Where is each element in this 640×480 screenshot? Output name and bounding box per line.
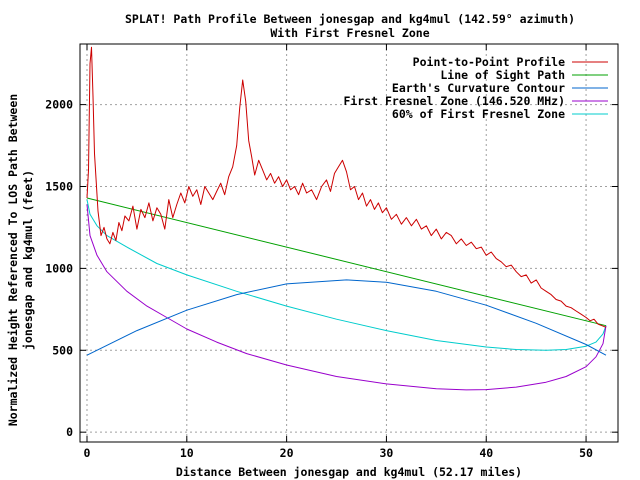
- series-layer: [86, 46, 607, 391]
- y-axis-label-line1: Normalized Height Referenced To LOS Path…: [6, 94, 20, 426]
- grid-lines: [80, 44, 618, 442]
- x-tick-label: 10: [180, 446, 194, 460]
- y-tick-label: 1500: [45, 179, 73, 193]
- x-tick-label: 50: [579, 446, 593, 460]
- chart-title: SPLAT! Path Profile Between jonesgap and…: [125, 12, 575, 26]
- legend-label: Earth's Curvature Contour: [392, 81, 565, 95]
- series-line-first-fresnel-zone-146-520-mhz: [86, 204, 607, 391]
- series-line-60-of-first-fresnel-zone: [86, 199, 607, 351]
- y-tick-label: 500: [52, 343, 73, 357]
- series-line-earth-s-curvature-contour: [86, 279, 607, 356]
- x-tick-label: 40: [479, 446, 493, 460]
- x-tick-label: 0: [84, 446, 91, 460]
- x-axis-label: Distance Between jonesgap and kg4mul (52…: [176, 465, 522, 479]
- legend-label: Line of Sight Path: [440, 68, 565, 82]
- x-tick-label: 30: [380, 446, 394, 460]
- legend-label: 60% of First Fresnel Zone: [392, 107, 565, 121]
- y-tick-label: 0: [66, 425, 73, 439]
- y-tick-label: 1000: [45, 261, 73, 275]
- chart-subtitle: With First Fresnel Zone: [270, 26, 429, 40]
- legend-label: Point-to-Point Profile: [413, 55, 565, 69]
- x-tick-label: 20: [280, 446, 294, 460]
- y-axis-label-line2: jonesgap and kg4mul (feet): [21, 170, 35, 350]
- legend-label: First Fresnel Zone (146.520 MHz): [343, 94, 565, 108]
- y-tick-label: 2000: [45, 98, 73, 112]
- series-line-point-to-point-profile: [86, 46, 607, 328]
- plot-frame: [79, 43, 619, 443]
- series-line-line-of-sight-path: [86, 197, 607, 327]
